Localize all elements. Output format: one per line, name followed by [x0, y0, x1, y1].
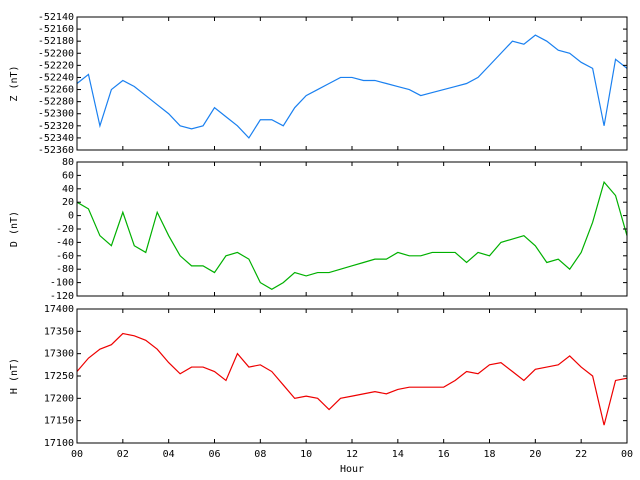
y-tick-label: -100: [50, 278, 74, 289]
x-tick-label: 10: [300, 449, 312, 460]
x-tick-label: 00: [621, 449, 633, 460]
x-tick-label: 22: [575, 449, 587, 460]
y-tick-label: -52140: [38, 12, 74, 23]
y-tick-label: 20: [62, 197, 74, 208]
x-tick-label: 12: [346, 449, 358, 460]
x-tick-label: 06: [208, 449, 220, 460]
x-tick-label: 04: [163, 449, 175, 460]
y-tick-label: -52260: [38, 85, 74, 96]
y-axis-label: D (nT): [9, 211, 20, 247]
x-tick-label: 08: [254, 449, 266, 460]
y-tick-label: 60: [62, 170, 74, 181]
y-tick-label: 17350: [44, 326, 74, 337]
y-tick-label: -52280: [38, 97, 74, 108]
y-axis-label: H (nT): [9, 358, 20, 394]
y-axis-label: Z (nT): [9, 65, 20, 101]
y-tick-label: -52360: [38, 145, 74, 156]
y-tick-label: -52180: [38, 36, 74, 47]
y-tick-label: 17200: [44, 393, 74, 404]
plot-frame: [76, 161, 628, 297]
y-tick-label: -52220: [38, 60, 74, 71]
data-line: [76, 180, 628, 290]
x-tick-label: 20: [529, 449, 541, 460]
y-tick-label: 17100: [44, 438, 74, 449]
y-tick-label: -52160: [38, 24, 74, 35]
y-tick-label: -52340: [38, 133, 74, 144]
x-tick-label: 00: [71, 449, 83, 460]
y-tick-label: -40: [56, 237, 74, 248]
y-tick-label: 17300: [44, 349, 74, 360]
x-axis-label: Hour: [340, 464, 364, 475]
y-tick-label: -80: [56, 264, 74, 275]
y-tick-label: 17400: [44, 304, 74, 315]
plot-frame: [76, 16, 628, 151]
x-tick-label: 18: [483, 449, 495, 460]
y-tick-label: 17150: [44, 416, 74, 427]
y-tick-label: -20: [56, 224, 74, 235]
y-tick-label: 0: [68, 211, 74, 222]
y-tick-label: -52240: [38, 72, 74, 83]
y-tick-label: 17250: [44, 371, 74, 382]
y-tick-label: 40: [62, 184, 74, 195]
y-tick-label: -52300: [38, 109, 74, 120]
x-tick-label: 16: [438, 449, 450, 460]
y-tick-label: -52320: [38, 121, 74, 132]
x-tick-label: 02: [117, 449, 129, 460]
y-tick-label: 80: [62, 157, 74, 168]
y-tick-label: -120: [50, 291, 74, 302]
x-tick-label: 14: [392, 449, 404, 460]
data-line: [76, 34, 628, 139]
plot-frame: [76, 308, 628, 444]
data-line: [76, 332, 628, 426]
y-tick-label: -60: [56, 251, 74, 262]
y-tick-label: -52200: [38, 48, 74, 59]
